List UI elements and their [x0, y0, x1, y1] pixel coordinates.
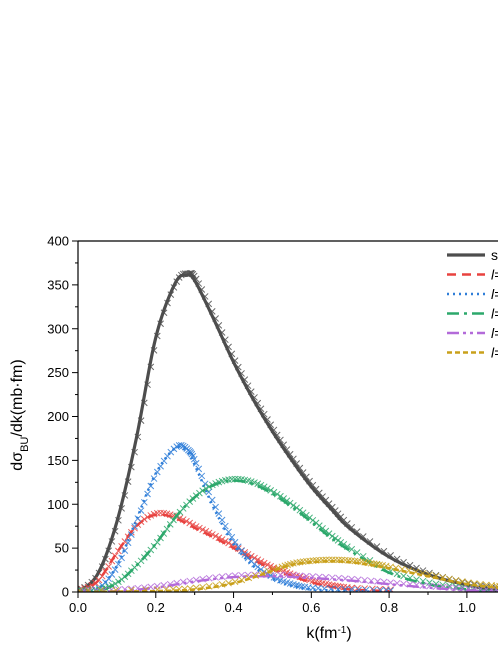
x-tick-label: 0.0 — [69, 600, 87, 615]
y-tick-label: 150 — [47, 453, 69, 468]
series-2-marker — [254, 563, 262, 571]
series-2-marker — [147, 482, 155, 490]
series-5-marker — [112, 586, 120, 592]
series-1-marker — [144, 513, 151, 521]
x-tick-label: 0.6 — [302, 600, 320, 615]
x-axis-title-main: k(fm — [306, 625, 337, 642]
series-2-marker — [105, 575, 113, 583]
series-3-marker — [273, 490, 281, 498]
x-ticks: 0.0 0.2 0.4 0.6 0.8 1.0 — [69, 592, 476, 615]
y-ticks: 0 50 100 150 200 250 300 350 400 — [47, 234, 78, 600]
series-2-marker — [387, 587, 394, 592]
series-clip-group — [78, 269, 498, 592]
series-4-marker — [367, 577, 375, 585]
series-2-line — [78, 445, 390, 592]
series-2-marker — [370, 586, 377, 592]
series-1-marker — [212, 532, 219, 540]
series-2-marker — [334, 585, 342, 592]
x-tick-label: 1.0 — [458, 600, 476, 615]
series-3-marker — [290, 502, 297, 509]
legend-label-2: l= — [491, 286, 498, 302]
x-tick-label: 0.4 — [225, 600, 243, 615]
x-tick-label: 0.2 — [147, 600, 165, 615]
series-2-marker — [212, 503, 219, 511]
series-3-marker — [205, 483, 213, 491]
x-tick-label: 0.8 — [380, 600, 398, 615]
series-3-marker — [328, 532, 336, 540]
x-axis-title: k(fm-1) — [306, 625, 351, 643]
series-3-line — [78, 479, 498, 592]
legend-label-0: s — [491, 247, 498, 263]
series-2-marker — [140, 498, 148, 506]
series-5-marker — [97, 586, 105, 592]
y-tick-label: 0 — [62, 585, 69, 600]
series-layer — [78, 269, 498, 592]
series-5-line — [78, 559, 498, 592]
plot-area: 0.0 0.2 0.4 0.6 0.8 1.0 0 50 100 150 200 250 300 350… — [47, 234, 498, 615]
series-3-marker — [267, 486, 275, 494]
series-5-marker — [85, 587, 92, 592]
series-0-markers — [78, 269, 498, 592]
y-axis-title: dσBU/dk(mb·fm) — [9, 359, 31, 470]
series-4-marker — [86, 587, 93, 592]
series-1-marker — [334, 582, 342, 590]
y-axis-title-suffix: /dk(mb·fm) — [9, 359, 26, 436]
legend-label-1: l= — [491, 267, 498, 283]
series-2-marker — [221, 522, 229, 530]
series-2-marker — [118, 554, 125, 562]
y-axis-title-sub: BU — [19, 437, 31, 452]
series-0-line — [78, 273, 498, 592]
series-1-marker — [186, 519, 194, 527]
series-2-marker — [234, 543, 242, 551]
series-4-line — [78, 574, 498, 592]
series-5-marker — [78, 587, 83, 592]
series-2-marker — [362, 586, 370, 592]
series-1-marker — [264, 561, 271, 569]
x-axis-title-sup: -1 — [337, 625, 346, 636]
series-4-marker — [100, 586, 108, 592]
x-axis-title-end: ) — [346, 625, 351, 642]
y-tick-label: 400 — [47, 234, 69, 249]
legend-label-4: l= — [491, 325, 498, 341]
series-2-marker — [115, 560, 122, 568]
y-tick-label: 250 — [47, 365, 69, 380]
series-5-marker — [127, 586, 135, 592]
series-2-marker — [192, 459, 200, 467]
legend-label-5: l= — [491, 345, 498, 361]
series-3-marker — [296, 506, 304, 514]
series-1-marker — [241, 549, 249, 556]
series-3-marker — [270, 488, 278, 496]
y-tick-label: 100 — [47, 497, 69, 512]
legend-label-3: l= — [491, 306, 498, 322]
series-1-line — [78, 513, 390, 592]
series-1-marker — [157, 509, 164, 517]
series-3-marker — [348, 545, 356, 553]
series-1-marker — [215, 534, 223, 542]
series-2-marker — [195, 465, 203, 473]
series-3-marker — [277, 492, 284, 500]
y-tick-label: 300 — [47, 321, 69, 336]
y-tick-label: 50 — [55, 541, 69, 556]
series-4-marker — [361, 576, 369, 584]
series-5-marker — [492, 582, 498, 590]
legend: s l= l= l= l= l= — [447, 247, 498, 361]
series-3-marker — [78, 587, 85, 592]
y-tick-label: 200 — [47, 409, 69, 424]
series-2-marker — [377, 586, 384, 592]
y-axis-title-prefix: dσ — [9, 452, 26, 471]
series-2-marker — [188, 450, 196, 458]
series-1-marker — [225, 539, 232, 547]
series-4-marker — [218, 573, 226, 581]
y-tick-label: 350 — [47, 277, 69, 292]
